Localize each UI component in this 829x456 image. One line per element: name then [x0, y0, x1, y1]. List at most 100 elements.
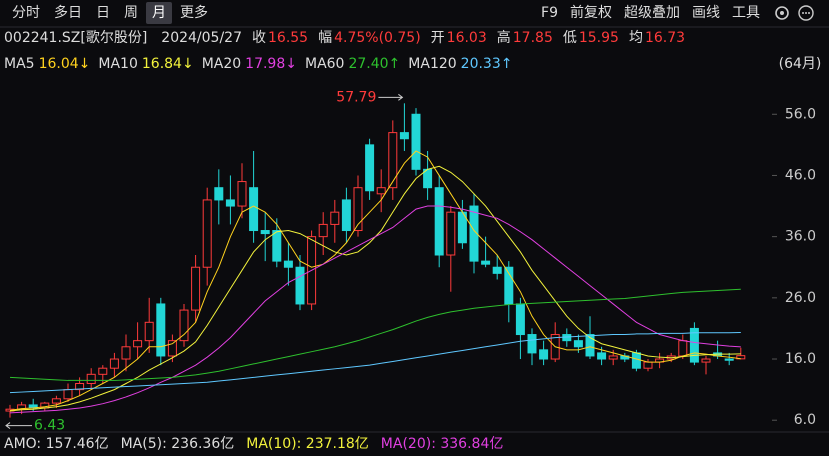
candle-body	[515, 303, 525, 336]
candle-body	[144, 321, 154, 342]
candle-body	[272, 230, 282, 262]
tool-button[interactable]: 前复权	[570, 4, 612, 21]
period-tab[interactable]: 更多	[180, 4, 208, 21]
period-tab[interactable]: 月	[152, 5, 166, 21]
candle-body	[75, 382, 85, 391]
candle-body	[341, 199, 351, 232]
candle-body	[631, 352, 641, 369]
ma-legend-name: MA10	[98, 56, 137, 72]
candle-body	[585, 334, 595, 357]
y-tick-label: 6.0	[794, 412, 816, 428]
ma-legend-value: 16.04↓	[39, 56, 91, 72]
ma-legend-name: MA60	[305, 56, 344, 72]
candle-body	[701, 358, 711, 363]
candle-body	[225, 199, 235, 207]
ma-line	[9, 150, 741, 411]
candle-body	[527, 334, 537, 354]
candle-body	[167, 340, 177, 357]
candle	[156, 297, 166, 366]
field-label: 低	[563, 30, 577, 46]
period-tab[interactable]: 日	[96, 5, 110, 21]
field-value: 16.73	[645, 30, 685, 46]
candle	[701, 355, 711, 375]
max-arrow	[378, 93, 404, 101]
candle	[689, 322, 699, 366]
candle	[214, 169, 224, 225]
candle	[144, 297, 154, 353]
candle-body	[260, 230, 270, 235]
candle-body	[63, 389, 73, 400]
min-label: 6.43	[34, 418, 65, 434]
ma-line	[9, 288, 741, 381]
ma-legend-name: MA5	[4, 56, 35, 72]
candle	[51, 395, 61, 408]
candle-body	[573, 340, 583, 348]
settings-icon[interactable]	[775, 6, 789, 20]
candle-body	[51, 398, 61, 404]
period-tab[interactable]: 多日	[54, 4, 82, 21]
candle-body	[121, 346, 131, 360]
field-label: 幅	[318, 30, 332, 46]
field-value: 16.03	[447, 30, 487, 46]
candle	[225, 175, 235, 225]
candle-body	[608, 355, 618, 360]
candle	[330, 199, 340, 243]
candle	[341, 187, 351, 243]
candle	[724, 352, 734, 366]
period-tab[interactable]: 分时	[12, 5, 40, 21]
ma-legend-name: MA120	[408, 56, 456, 72]
candle	[86, 368, 96, 390]
ma-line	[9, 332, 741, 394]
candle-body	[202, 199, 212, 268]
candle	[481, 236, 491, 268]
field-value: 15.95	[579, 30, 619, 46]
candle-body	[724, 358, 734, 361]
tool-button[interactable]: 画线	[692, 5, 720, 21]
candle	[365, 138, 375, 200]
candle-body	[539, 349, 549, 360]
min-arrow	[5, 422, 32, 429]
candle	[260, 212, 270, 262]
tool-button[interactable]: F9	[541, 5, 558, 21]
candle-body	[411, 113, 421, 170]
menu-icon[interactable]	[798, 5, 814, 21]
candle	[434, 175, 444, 268]
candle	[736, 347, 746, 360]
y-tick-label: 16.0	[785, 351, 816, 367]
candle-body	[689, 327, 699, 363]
ma-legend-value: 16.84↓	[142, 56, 194, 72]
candle-body	[330, 211, 340, 225]
candle-body	[365, 144, 375, 192]
volume-stat: MA(5): 236.36亿	[121, 436, 235, 452]
candle-body	[492, 266, 502, 274]
candle	[318, 212, 328, 255]
candle-body	[133, 340, 143, 348]
candle-body	[191, 266, 201, 311]
candle-body	[237, 181, 247, 207]
y-tick-label: 36.0	[785, 229, 816, 245]
active-tab-bg	[146, 2, 172, 24]
field-value: 4.75%(0.75)	[334, 30, 421, 46]
candle-body	[179, 309, 189, 342]
candle-body	[295, 266, 305, 305]
field-value: 17.85	[513, 30, 553, 46]
candle	[539, 340, 549, 366]
candle-body	[469, 205, 479, 262]
candle	[376, 169, 386, 213]
candle	[388, 120, 398, 200]
tool-button[interactable]: 超级叠加	[624, 5, 680, 21]
candle-body	[481, 260, 491, 265]
candle-body	[318, 223, 328, 238]
period-tab[interactable]: 周	[124, 5, 138, 21]
candle	[179, 303, 189, 347]
volume-stat: MA(20): 336.84亿	[381, 436, 504, 452]
field-label: 高	[497, 29, 511, 46]
candle	[353, 175, 363, 237]
tool-button[interactable]: 工具	[732, 5, 760, 21]
date: 2024/05/27	[161, 30, 242, 46]
candle-body	[17, 404, 27, 410]
candle	[202, 187, 212, 286]
period-label[interactable]: (64月)	[779, 56, 822, 72]
